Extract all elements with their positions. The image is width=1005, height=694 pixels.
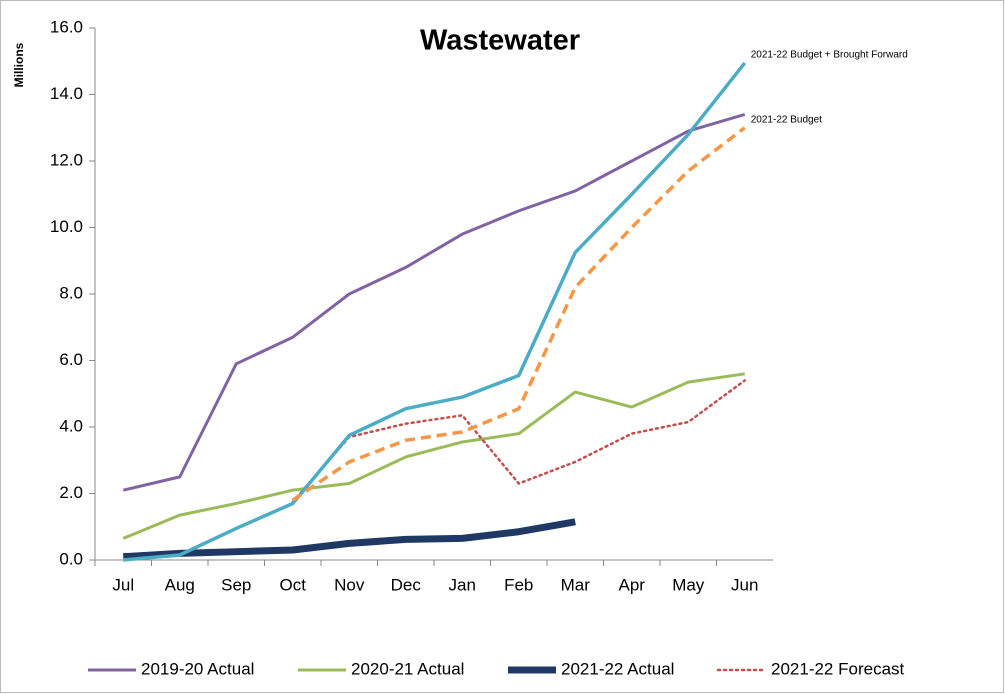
- y-tick-label: 8.0: [59, 283, 83, 302]
- line-annotation: 2021-22 Budget: [751, 114, 822, 125]
- legend-label: 2021-22 Actual: [561, 659, 674, 678]
- x-tick-label: Oct: [280, 575, 307, 594]
- series-line: [123, 518, 576, 561]
- series-line: [122, 372, 745, 540]
- y-tick-label: 0.0: [59, 549, 83, 568]
- x-tick-label: Jan: [449, 575, 476, 594]
- x-tick-label: Sep: [221, 575, 251, 594]
- y-tick-label: 2.0: [59, 483, 83, 502]
- y-tick-label: 12.0: [50, 150, 83, 169]
- legend-label: 2021-22 Forecast: [771, 659, 905, 678]
- line-annotation: 2021-22 Budget + Brought Forward: [751, 50, 908, 61]
- x-tick-label: Nov: [334, 575, 365, 594]
- y-tick-label: 4.0: [59, 416, 83, 435]
- x-tick-label: Feb: [504, 575, 533, 594]
- series-line: [291, 126, 746, 502]
- y-tick-label: 14.0: [50, 84, 83, 103]
- x-tick-label: Dec: [391, 575, 422, 594]
- x-tick-label: Aug: [165, 575, 195, 594]
- x-tick-label: Mar: [561, 575, 591, 594]
- x-tick-label: Jun: [731, 575, 758, 594]
- chart-title: Wastewater: [420, 25, 580, 57]
- y-tick-label: 6.0: [59, 350, 83, 369]
- series-line: [123, 61, 747, 562]
- x-tick-label: Jul: [112, 575, 134, 594]
- x-tick-label: Apr: [619, 575, 646, 594]
- y-axis-label: Millions: [12, 42, 26, 87]
- y-tick-label: 10.0: [50, 217, 83, 236]
- x-tick-label: May: [672, 575, 705, 594]
- legend-label: 2020-21 Actual: [351, 659, 464, 678]
- legend-label: 2019-20 Actual: [141, 659, 254, 678]
- series-line: [122, 113, 746, 492]
- y-tick-label: 16.0: [50, 17, 83, 36]
- series-line: [291, 379, 746, 504]
